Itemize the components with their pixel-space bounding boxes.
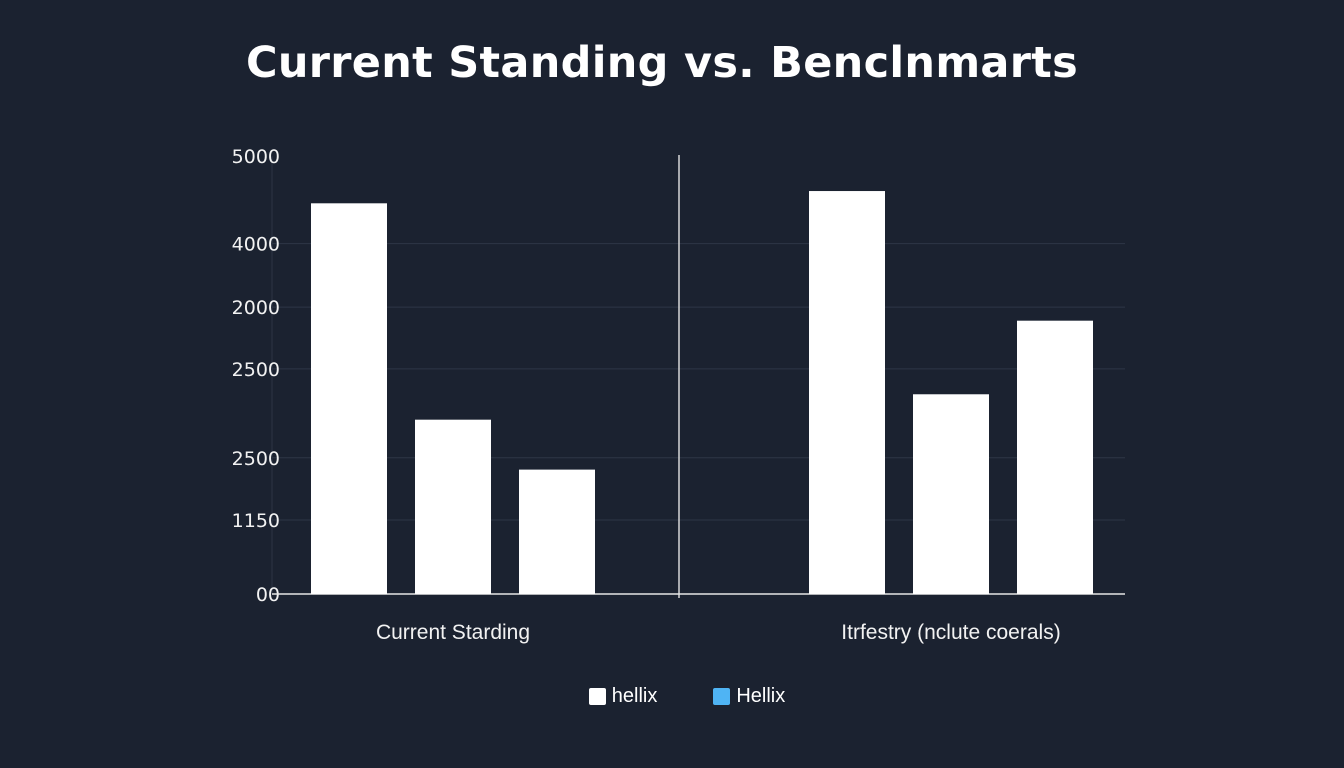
legend: hellix Hellix — [0, 685, 1344, 708]
bar — [809, 191, 885, 595]
y-tick-label: 2000 — [232, 297, 280, 319]
bar — [415, 419, 491, 594]
bar — [1017, 320, 1093, 594]
legend-item: hellix — [588, 685, 658, 708]
bar — [913, 394, 989, 594]
legend-swatch — [588, 688, 606, 705]
bar — [519, 469, 595, 594]
y-tick-label: 2500 — [232, 359, 280, 381]
x-category-label: Itrfestry (nclute coerals) — [841, 621, 1060, 644]
bar — [311, 203, 387, 594]
legend-item: Hellix — [713, 685, 785, 708]
y-tick-label: 4000 — [232, 234, 280, 256]
chart-title: Current Standing vs. Benclnmarts — [245, 38, 1079, 88]
legend-label: Hellix — [736, 685, 786, 707]
y-tick-label: 2500 — [232, 448, 280, 470]
y-tick-label: 00 — [256, 584, 280, 606]
legend-swatch — [713, 688, 731, 705]
legend-label: hellix — [611, 685, 658, 707]
y-tick-label: 5000 — [232, 146, 280, 168]
y-tick-label: 1150 — [232, 510, 280, 532]
x-category-label: Current Starding — [376, 621, 530, 644]
